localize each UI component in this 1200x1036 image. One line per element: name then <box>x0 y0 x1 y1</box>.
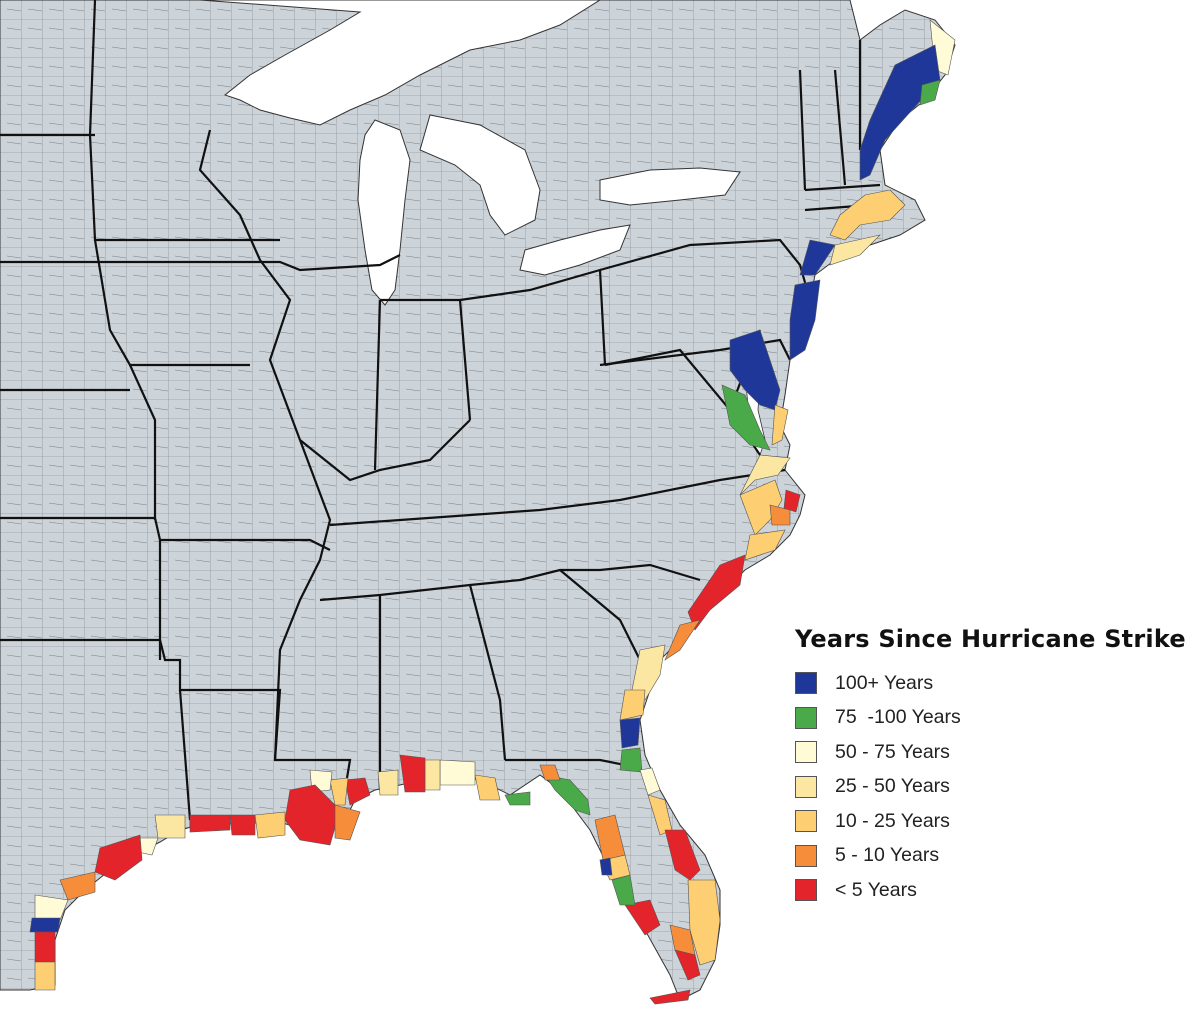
legend-label: 100+ Years <box>835 671 934 694</box>
legend-label: < 5 Years <box>835 878 917 901</box>
legend-label: 5 - 10 Years <box>835 844 940 867</box>
lake-michigan <box>357 119 411 306</box>
legend-swatch <box>795 879 817 902</box>
legend-item: 50 - 75 Years <box>795 735 1195 770</box>
legend-label: 25 - 50 Years <box>835 775 950 798</box>
coastal-counties <box>29 19 956 1005</box>
lake-erie <box>519 224 631 276</box>
legend-swatch <box>795 672 817 695</box>
legend-item: 75 -100 Years <box>795 701 1195 736</box>
lake-ontario <box>599 167 741 206</box>
legend-item: 10 - 25 Years <box>795 804 1195 839</box>
lake-huron <box>419 114 541 236</box>
legend-label: 10 - 25 Years <box>835 809 950 832</box>
legend-items: 100+ Years 75 -100 Years 50 - 75 Years 25 -… <box>795 666 1195 908</box>
legend-swatch <box>795 741 817 764</box>
legend-item: 5 - 10 Years <box>795 839 1195 874</box>
state-borders <box>0 0 881 821</box>
legend-label: 75 -100 Years <box>835 706 961 729</box>
legend-item: 25 - 50 Years <box>795 770 1195 805</box>
legend-swatch <box>795 775 817 798</box>
legend-item: 100+ Years <box>795 666 1195 701</box>
map-legend: Years Since Hurricane Strike 100+ Years 7… <box>795 625 1195 908</box>
legend-label: 50 - 75 Years <box>835 740 950 763</box>
legend-swatch <box>795 844 817 867</box>
legend-item: < 5 Years <box>795 873 1195 908</box>
lake-superior <box>199 0 601 126</box>
legend-swatch <box>795 810 817 833</box>
legend-swatch <box>795 706 817 729</box>
legend-title: Years Since Hurricane Strike <box>795 625 1186 653</box>
